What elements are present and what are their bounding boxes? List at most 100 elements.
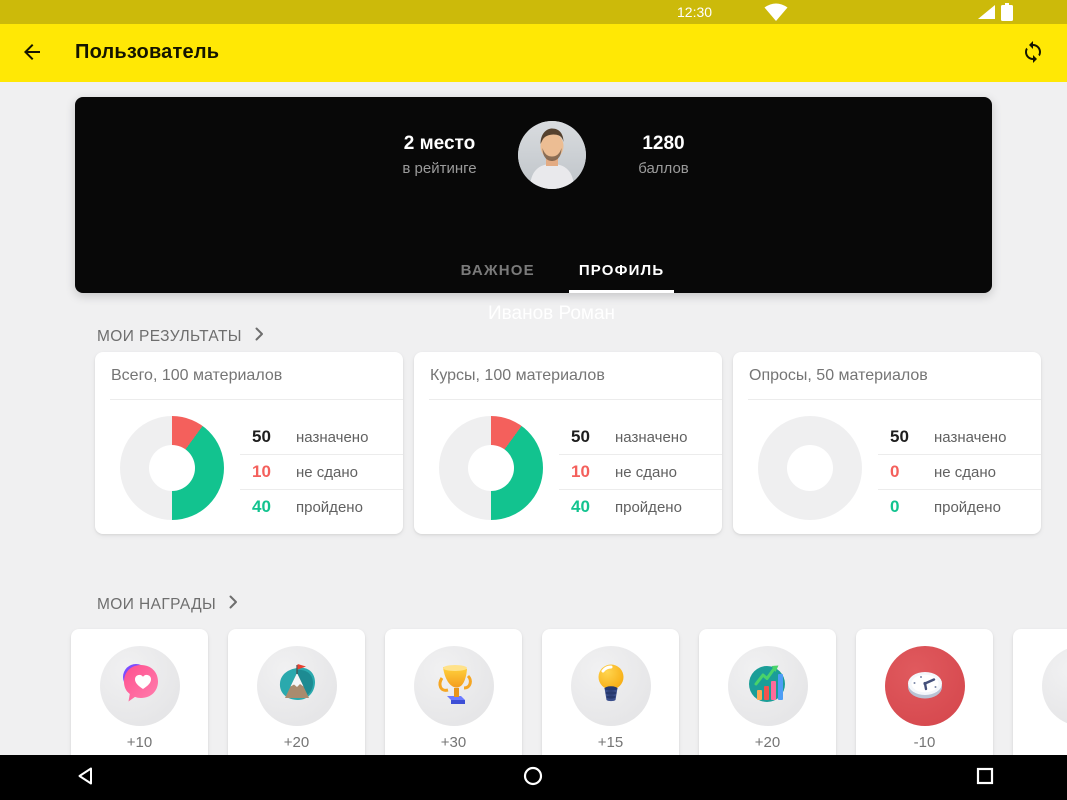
result-card-title: Всего, 100 материалов — [111, 367, 283, 384]
award-badge-penalty — [884, 646, 965, 726]
legend: 50 назначено 0 не сдано 0 пройдено — [878, 420, 1041, 524]
results-cards-row: Всего, 100 материалов 50 назначено 10 не… — [95, 352, 1041, 534]
chevron-right-icon — [226, 595, 240, 614]
legend-value: 50 — [571, 427, 590, 446]
legend-value: 40 — [571, 497, 590, 516]
legend-row-passed: 40 пройдено — [559, 490, 722, 524]
results-section-header[interactable]: МОИ РЕЗУЛЬТАТЫ — [97, 327, 266, 346]
award-points: -10 — [913, 734, 936, 751]
mountain-flag-icon — [273, 660, 321, 713]
legend: 50 назначено 10 не сдано 40 пройдено — [559, 420, 722, 524]
legend-row-failed: 10 не сдано — [240, 455, 403, 490]
result-card-surveys[interactable]: Опросы, 50 материалов 50 назначено 0 не … — [733, 352, 1041, 534]
nav-back-icon — [76, 766, 94, 791]
legend-row-assigned: 50 назначено — [559, 420, 722, 455]
awards-section-title: МОИ НАГРАДЫ — [97, 595, 217, 613]
divider — [110, 399, 403, 400]
battery-icon — [1001, 3, 1013, 26]
legend-label: не сдано — [296, 463, 359, 481]
result-card-courses[interactable]: Курсы, 100 материалов 50 назначено 10 не… — [414, 352, 722, 534]
rank-value: 2 место — [403, 133, 476, 154]
profile-tabs: ВАЖНОЕ ПРОФИЛЬ — [75, 248, 992, 293]
award-badge — [256, 646, 337, 726]
status-time: 12:30 — [677, 4, 713, 20]
tab-profile[interactable]: ПРОФИЛЬ — [568, 248, 675, 293]
back-button[interactable] — [18, 40, 46, 68]
legend-label: назначено — [296, 428, 369, 446]
avatar — [517, 121, 586, 189]
award-points: +30 — [440, 734, 467, 751]
legend-label: не сдано — [934, 463, 997, 481]
page-title: Пользователь — [75, 41, 220, 63]
divider — [748, 399, 1041, 400]
chevron-right-icon — [252, 327, 266, 346]
user-name: Иванов Роман — [487, 303, 616, 324]
legend-row-failed: 10 не сдано — [559, 455, 722, 490]
nav-back-button[interactable] — [74, 767, 96, 789]
legend-label: назначено — [615, 428, 688, 446]
navigation-bar — [0, 755, 1067, 800]
nav-home-icon — [523, 766, 543, 791]
rank-stat: 2 место в рейтинге — [392, 133, 488, 177]
growth-chart-icon — [744, 660, 792, 713]
donut-chart — [439, 416, 543, 520]
points-label: баллов — [638, 160, 689, 177]
rank-label: в рейтинге — [402, 160, 477, 177]
nav-recents-button[interactable] — [974, 767, 996, 789]
award-points: +20 — [283, 734, 310, 751]
arrow-back-icon — [20, 40, 44, 69]
legend-label: пройдено — [296, 498, 363, 516]
sync-button[interactable] — [1019, 40, 1047, 68]
heart-message-icon — [116, 660, 164, 713]
legend-row-passed: 0 пройдено — [878, 490, 1041, 524]
legend-row-failed: 0 не сдано — [878, 455, 1041, 490]
legend-value: 40 — [252, 497, 271, 516]
sync-icon — [1021, 40, 1045, 69]
award-points — [1013, 734, 1067, 752]
legend-label: пройдено — [934, 498, 1001, 516]
clock-penalty-icon — [899, 658, 951, 715]
awards-section-header[interactable]: МОИ НАГРАДЫ — [97, 595, 240, 614]
points-stat: 1280 баллов — [616, 133, 712, 177]
points-value: 1280 — [642, 133, 685, 154]
legend-value: 0 — [890, 462, 900, 481]
award-badge — [413, 646, 494, 726]
legend: 50 назначено 10 не сдано 40 пройдено — [240, 420, 403, 524]
results-section-title: МОИ РЕЗУЛЬТАТЫ — [97, 327, 242, 345]
result-card-title: Курсы, 100 материалов — [430, 367, 605, 384]
divider — [429, 399, 722, 400]
donut-chart — [120, 416, 224, 520]
nav-home-button[interactable] — [522, 766, 544, 791]
light-bulb-icon — [587, 660, 635, 713]
award-points: +20 — [754, 734, 781, 751]
status-bar: 12:30 — [0, 0, 1067, 24]
award-points: +15 — [597, 734, 624, 751]
wifi-icon — [763, 3, 789, 27]
award-points: +10 — [126, 734, 153, 751]
cell-signal-icon — [978, 5, 995, 24]
legend-value: 10 — [252, 462, 271, 481]
award-badge — [99, 646, 180, 726]
profile-stats-row: 2 место в рейтинге — [75, 121, 992, 189]
legend-label: назначено — [934, 428, 1007, 446]
legend-row-passed: 40 пройдено — [240, 490, 403, 524]
award-badge — [1041, 646, 1067, 726]
tab-important[interactable]: ВАЖНОЕ — [460, 262, 535, 279]
legend-value: 50 — [252, 427, 271, 446]
result-card-total[interactable]: Всего, 100 материалов 50 назначено 10 не… — [95, 352, 403, 534]
nav-recents-icon — [976, 767, 994, 790]
result-card-title: Опросы, 50 материалов — [749, 367, 928, 384]
profile-card: 2 место в рейтинге — [75, 97, 992, 324]
donut-chart — [758, 416, 862, 520]
legend-label: пройдено — [615, 498, 682, 516]
award-badge — [727, 646, 808, 726]
legend-row-assigned: 50 назначено — [878, 420, 1041, 455]
legend-value: 0 — [890, 497, 900, 516]
legend-label: не сдано — [615, 463, 678, 481]
award-badge — [570, 646, 651, 726]
partial-award-icon — [1058, 660, 1067, 713]
legend-row-assigned: 50 назначено — [240, 420, 403, 455]
legend-value: 10 — [571, 462, 590, 481]
trophy-icon — [430, 660, 478, 713]
